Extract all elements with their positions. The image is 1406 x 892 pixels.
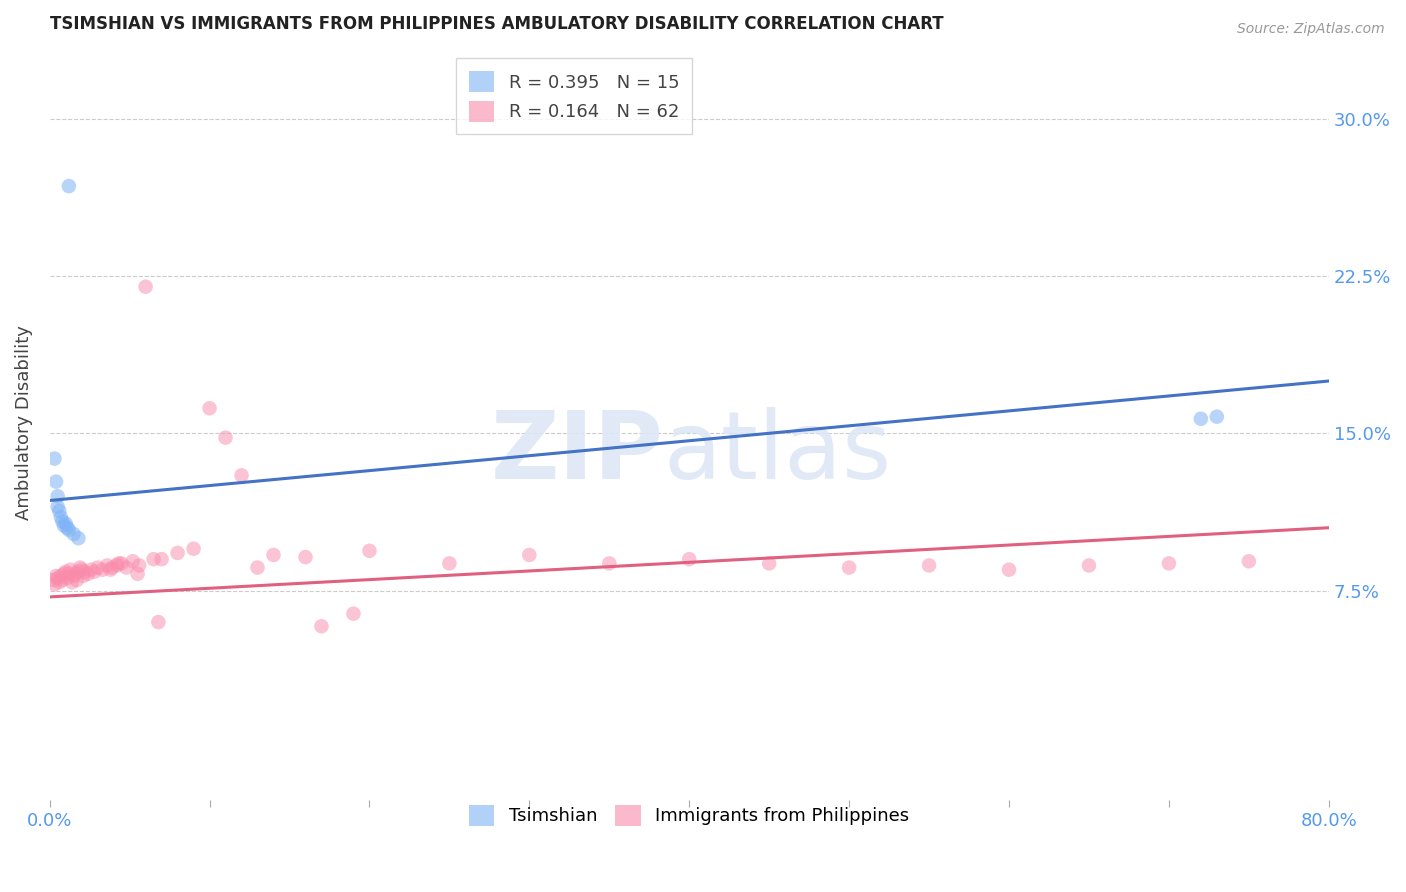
Point: [1077, 558, 1099, 573]
Point: [231, 468, 253, 483]
Point: [294, 550, 316, 565]
Point: [55, 565, 77, 579]
Point: [65, 566, 87, 581]
Point: [598, 557, 620, 571]
Point: [1189, 411, 1212, 425]
Point: [56, 571, 79, 585]
Point: [58, 179, 80, 194]
Point: [263, 548, 285, 562]
Point: [67, 531, 90, 545]
Point: [758, 557, 780, 571]
Point: [83, 565, 105, 579]
Point: [148, 615, 170, 629]
Point: [58, 566, 80, 581]
Point: [678, 552, 700, 566]
Point: [49, 569, 72, 583]
Legend: Tsimshian, Immigrants from Philippines: Tsimshian, Immigrants from Philippines: [458, 794, 920, 837]
Point: [46, 500, 69, 514]
Point: [110, 557, 132, 571]
Point: [60, 575, 83, 590]
Point: [1237, 554, 1260, 568]
Point: [100, 563, 122, 577]
Point: [342, 607, 364, 621]
Point: [45, 475, 67, 489]
Point: [998, 563, 1021, 577]
Point: [311, 619, 333, 633]
Point: [105, 558, 128, 573]
Point: [135, 279, 157, 293]
Point: [59, 563, 82, 577]
Point: [115, 560, 138, 574]
Point: [918, 558, 941, 573]
Point: [150, 552, 173, 566]
Point: [80, 563, 103, 577]
Text: TSIMSHIAN VS IMMIGRANTS FROM PHILIPPINES AMBULATORY DISABILITY CORRELATION CHART: TSIMSHIAN VS IMMIGRANTS FROM PHILIPPINES…: [49, 15, 943, 33]
Point: [51, 573, 73, 587]
Point: [183, 541, 205, 556]
Point: [46, 571, 69, 585]
Point: [44, 451, 66, 466]
Point: [66, 573, 89, 587]
Point: [838, 560, 860, 574]
Point: [46, 489, 69, 503]
Point: [58, 523, 80, 537]
Point: [62, 569, 84, 583]
Point: [53, 518, 76, 533]
Point: [198, 401, 221, 416]
Point: [96, 558, 118, 573]
Text: ZIP: ZIP: [491, 407, 664, 500]
Point: [127, 566, 149, 581]
Point: [359, 543, 381, 558]
Point: [48, 575, 70, 590]
Point: [48, 504, 70, 518]
Point: [439, 557, 461, 571]
Point: [517, 548, 540, 562]
Point: [214, 431, 236, 445]
Text: Source: ZipAtlas.com: Source: ZipAtlas.com: [1237, 22, 1385, 37]
Point: [101, 560, 124, 574]
Point: [86, 560, 108, 574]
Point: [62, 527, 84, 541]
Point: [1157, 557, 1180, 571]
Point: [42, 573, 65, 587]
Point: [1205, 409, 1227, 424]
Point: [142, 552, 165, 566]
Point: [53, 566, 76, 581]
Point: [70, 563, 93, 577]
Point: [121, 554, 143, 568]
Text: atlas: atlas: [664, 407, 891, 500]
Point: [69, 560, 91, 574]
Point: [51, 515, 73, 529]
Point: [246, 560, 269, 574]
Point: [56, 521, 79, 535]
Point: [107, 557, 129, 571]
Point: [44, 577, 66, 591]
Point: [55, 516, 77, 531]
Point: [77, 566, 100, 581]
Point: [45, 569, 67, 583]
Point: [49, 510, 72, 524]
Point: [73, 565, 96, 579]
Point: [91, 563, 114, 577]
Point: [166, 546, 188, 560]
Point: [67, 565, 90, 579]
Y-axis label: Ambulatory Disability: Ambulatory Disability: [15, 326, 32, 520]
Point: [72, 569, 94, 583]
Point: [128, 558, 150, 573]
